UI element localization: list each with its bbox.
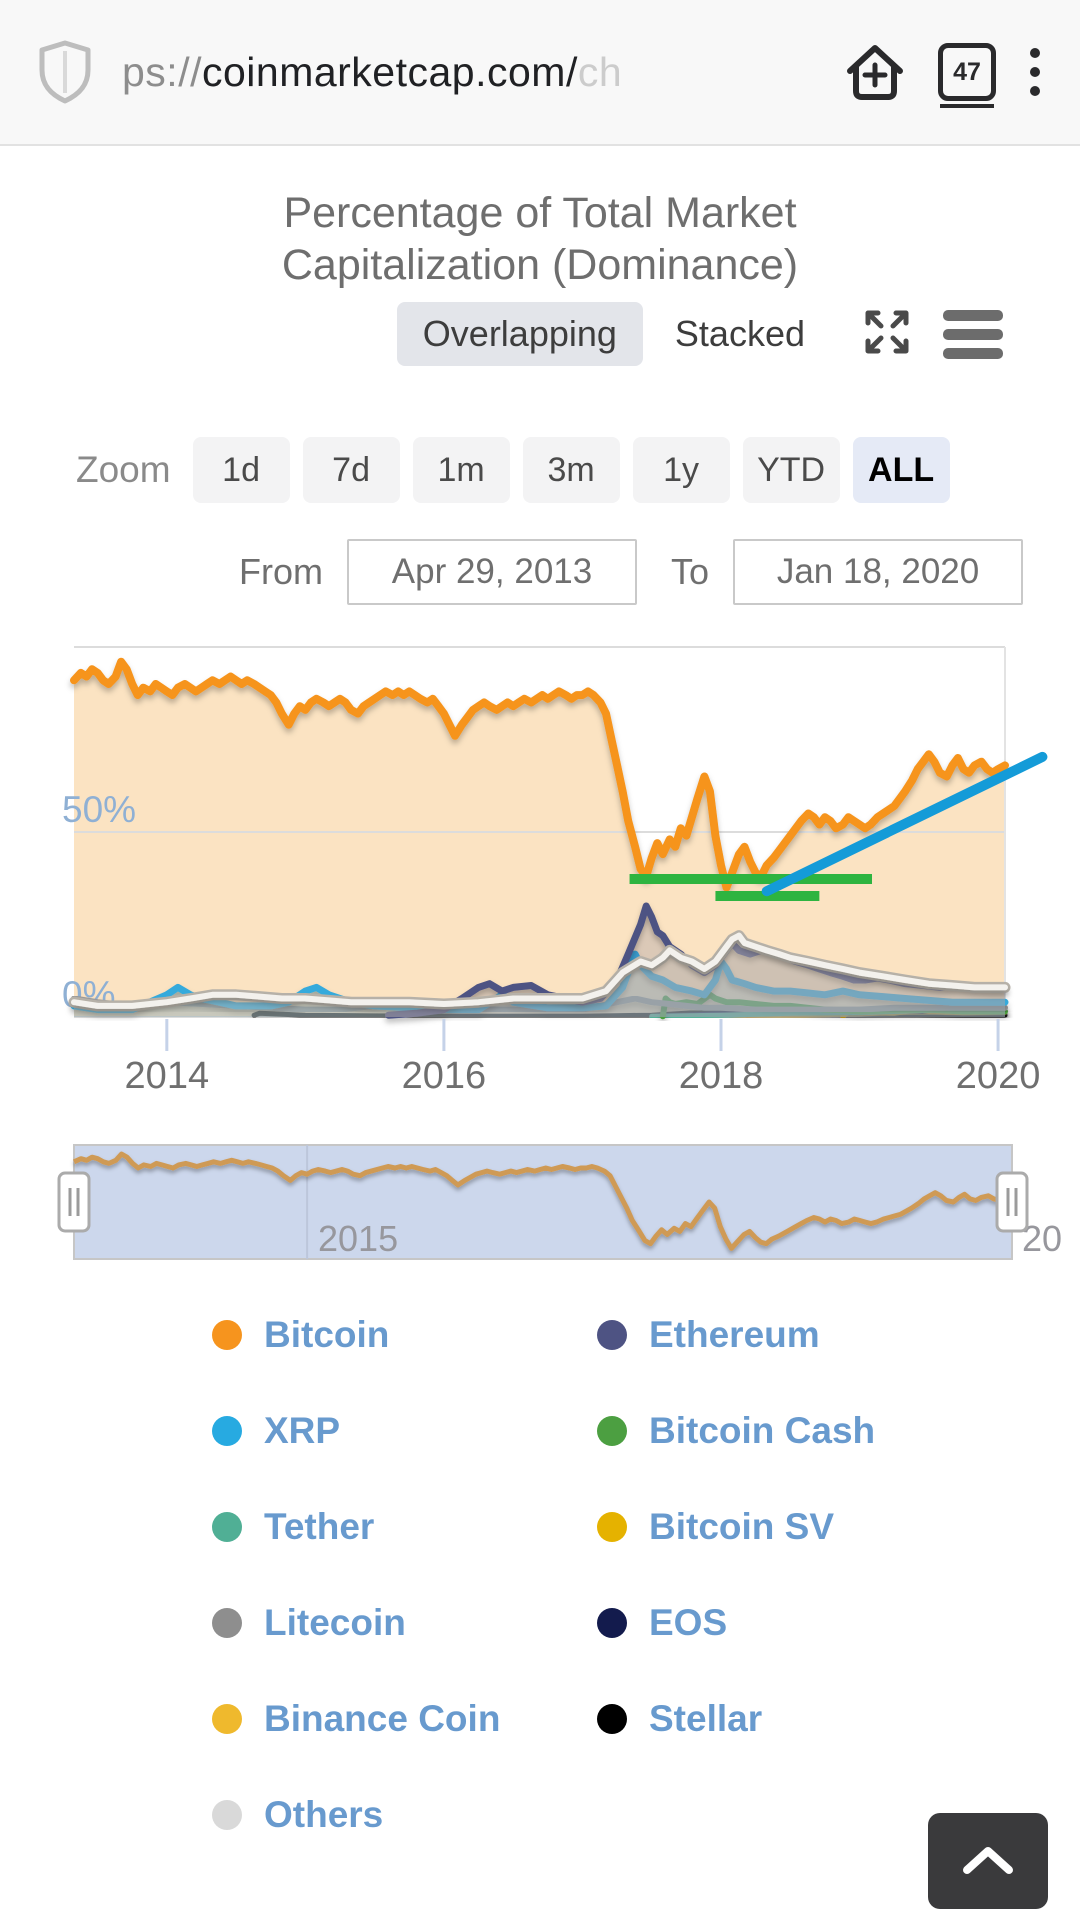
legend-label: Tether [264, 1506, 375, 1548]
legend-marker [212, 1416, 242, 1447]
x-axis-label: 2018 [679, 1055, 764, 1097]
mode-option-overlapping[interactable]: Overlapping [396, 302, 643, 367]
mode-toggle-row: Overlapping Stacked [0, 301, 1080, 367]
legend-item-binance-coin[interactable]: Binance Coin [212, 1698, 597, 1740]
zoom-button-3m[interactable]: 3m [522, 437, 620, 504]
navigator-handle-left[interactable] [57, 1171, 91, 1233]
zoom-label: Zoom [76, 449, 171, 491]
legend-marker [597, 1416, 627, 1447]
zoom-button-ytd[interactable]: YTD [742, 437, 840, 504]
legend-marker [212, 1512, 242, 1543]
legend-item-others[interactable]: Others [212, 1794, 597, 1836]
legend-label: XRP [264, 1410, 341, 1452]
navigator-series-line [72, 1151, 1013, 1252]
chevron-up-icon [963, 1847, 1013, 1874]
legend-label: Bitcoin [264, 1314, 390, 1356]
legend-marker [597, 1320, 627, 1351]
zoom-button-1y[interactable]: 1y [632, 437, 730, 504]
series-fill-ethereum [388, 906, 1005, 1018]
legend-label: Litecoin [264, 1602, 406, 1644]
dominance-chart-svg: 0%50%2014 2016 2018 2020 [62, 646, 1048, 1097]
zoom-button-1d[interactable]: 1d [192, 437, 290, 504]
to-date-input[interactable] [733, 539, 1024, 606]
bitcoin-area-fill [74, 661, 1005, 1018]
chart-menu-icon[interactable] [943, 309, 1003, 359]
legend-label: Bitcoin SV [649, 1506, 835, 1548]
legend-item-eos[interactable]: EOS [597, 1602, 1027, 1644]
legend-label: EOS [649, 1602, 728, 1644]
shield-icon[interactable] [36, 39, 94, 105]
url-text[interactable]: ps://coinmarketcap.com/ch [122, 48, 623, 95]
expand-icon[interactable] [861, 306, 913, 363]
navigator-svg: 2015 20 [57, 1144, 1062, 1261]
x-axis-label: 2016 [402, 1055, 487, 1097]
legend-item-ethereum[interactable]: Ethereum [597, 1314, 1027, 1356]
to-label: To [671, 551, 710, 593]
y-axis-label: 50% [62, 789, 136, 830]
legend-marker [597, 1512, 627, 1543]
tab-counter-button[interactable]: 47 [938, 43, 996, 108]
chart-legend: Bitcoin Ethereum XRP Bitcoin Cash Tether Bitc… [212, 1314, 1080, 1836]
zoom-button-7d[interactable]: 7d [302, 437, 400, 504]
legend-label: Binance Coin [264, 1698, 501, 1740]
legend-item-tether[interactable]: Tether [212, 1506, 597, 1548]
annotation-trendline[interactable] [761, 752, 1048, 897]
legend-label: Ethereum [649, 1314, 820, 1356]
page-title: Percentage of Total Market Capitalizatio… [281, 189, 799, 289]
legend-marker [212, 1320, 242, 1351]
x-axis-label: 2020 [956, 1055, 1041, 1097]
legend-item-xrp[interactable]: XRP [212, 1410, 597, 1452]
kebab-menu-icon[interactable] [1024, 44, 1046, 100]
legend-marker [597, 1704, 627, 1735]
legend-item-bitcoin[interactable]: Bitcoin [212, 1314, 597, 1356]
zoom-button-1m[interactable]: 1m [412, 437, 510, 504]
legend-item-litecoin[interactable]: Litecoin [212, 1602, 597, 1644]
mode-toggle: Overlapping Stacked [396, 302, 831, 367]
navigator-year-label: 2015 [318, 1218, 398, 1259]
from-date-input[interactable] [347, 539, 637, 606]
navigator-selected-range[interactable] [73, 1144, 1013, 1261]
legend-label: Stellar [649, 1698, 763, 1740]
legend-marker [212, 1608, 242, 1639]
legend-marker [212, 1704, 242, 1735]
zoom-buttons: 1d 7d 1m 3m 1y YTD ALL [192, 437, 950, 504]
from-label: From [239, 551, 323, 593]
chart-navigator[interactable]: 2015 20 [0, 1104, 1080, 1289]
scroll-top-button[interactable] [928, 1813, 1048, 1909]
navigator-clipped-label: 20 [1022, 1218, 1062, 1259]
navigator-handle-right[interactable] [995, 1171, 1029, 1233]
legend-item-bitcoin-sv[interactable]: Bitcoin SV [597, 1506, 1027, 1548]
x-axis-label: 2014 [125, 1055, 210, 1097]
legend-item-stellar[interactable]: Stellar [597, 1698, 1027, 1740]
legend-label: Others [264, 1794, 384, 1836]
zoom-row: Zoom 1d 7d 1m 3m 1y YTD ALL [0, 437, 1080, 504]
tab-count: 47 [938, 43, 996, 108]
series-line-others [71, 932, 1008, 1010]
legend-marker [212, 1800, 242, 1831]
legend-item-bitcoin-cash[interactable]: Bitcoin Cash [597, 1410, 1027, 1452]
series-line-bitcoin [70, 657, 1009, 892]
browser-bar: ps://coinmarketcap.com/ch 47 [0, 0, 1080, 146]
mode-option-stacked[interactable]: Stacked [674, 313, 805, 355]
dominance-chart[interactable]: 0% 50% 2014 2016 2018 2020 [0, 634, 1080, 1104]
legend-marker [597, 1608, 627, 1639]
legend-label: Bitcoin Cash [649, 1410, 876, 1452]
range-row: From To [0, 539, 1080, 606]
home-add-icon[interactable] [840, 37, 910, 107]
zoom-button-all[interactable]: ALL [852, 437, 950, 504]
